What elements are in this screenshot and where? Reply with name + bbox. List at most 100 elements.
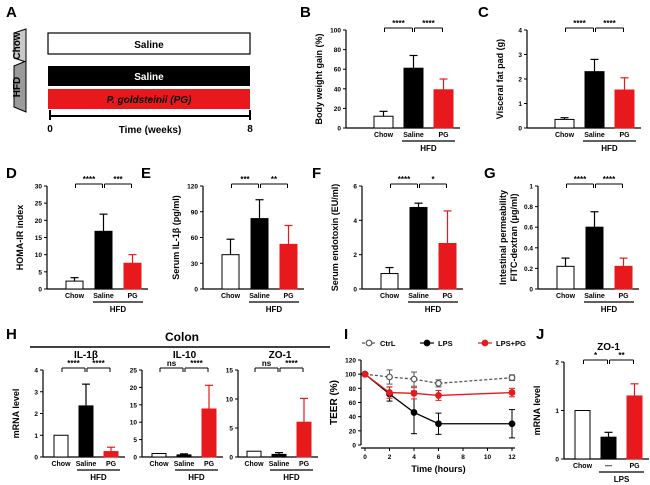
bar-chow (246, 450, 262, 458)
category-label: Chow (374, 132, 394, 139)
y-tick-label: 3 (34, 389, 38, 396)
category-label: Chow (221, 293, 241, 300)
bar-chow (554, 118, 575, 129)
x-tick-label: 2 (388, 454, 392, 461)
significance-label: **** (392, 19, 405, 28)
y-tick-label: 15 (226, 368, 234, 375)
bar-pg (103, 451, 119, 458)
group-label: HFD (425, 305, 442, 314)
chow-saline-label: Saline (134, 40, 164, 51)
y-tick-label: 0 (353, 287, 357, 294)
category-label: Chow (573, 463, 593, 470)
y-tick-label: 0 (34, 455, 38, 462)
y-tick-label: 1 (555, 408, 559, 415)
bar-chow (221, 254, 240, 290)
bar-chow (65, 280, 84, 290)
y-tick-label: 2 (353, 252, 357, 259)
panel-i: 0 20 40 60 80 100 120 0 2 4 6 8 10 12 Time (hours) TEER… (329, 339, 526, 474)
group-label: HFD (266, 305, 283, 314)
y-tick-label: 5 (229, 426, 233, 433)
y-tick-label: 60 (349, 400, 357, 407)
y-tick-label: 10 (130, 420, 138, 427)
y-tick-label: 4 (34, 368, 38, 375)
y-tick-label: 0.4 (524, 245, 533, 252)
chart-title: ZO-1 (269, 350, 292, 361)
significance-label: **** (574, 175, 587, 184)
legend-marker (365, 339, 373, 347)
panel-a: A Chow Saline HFD Saline P. goldsteinii … (6, 4, 253, 136)
category-label: Saline (76, 461, 97, 468)
bar-pg (296, 421, 312, 458)
category-label: Chow (244, 461, 264, 468)
hfd-saline-label: Saline (134, 72, 164, 83)
y-tick-label: 100 (330, 28, 341, 35)
significance-label: **** (83, 175, 96, 184)
y-tick-label: 0 (337, 126, 341, 133)
hfd-saline-bar (48, 66, 250, 86)
y-tick-label: 10 (226, 397, 234, 404)
panel-letter-e: E (141, 165, 151, 182)
bar-pg (614, 265, 633, 290)
category-label: PG (618, 293, 629, 300)
significance-label: **** (422, 19, 435, 28)
category-label: Saline (584, 132, 605, 139)
y-tick-label: 15 (35, 235, 43, 242)
hfd-pg-label: P. goldsteinii (PG) (107, 95, 192, 106)
legend-label: CtrL (380, 339, 396, 348)
group-label: HFD (283, 473, 300, 482)
bar-saline (94, 230, 113, 290)
bar-pg (438, 243, 457, 290)
hfd-pg-bar (48, 89, 250, 109)
category-label: Saline (408, 293, 429, 300)
y-tick-label: 1 (518, 101, 522, 108)
y-tick-label: 0 (529, 287, 533, 294)
significance-label: **** (92, 359, 105, 368)
significance-label: **** (67, 359, 80, 368)
y-tick-label: 4 (353, 218, 357, 225)
y-axis-label: mRNA level (532, 386, 542, 436)
category-label: Saline (403, 132, 424, 139)
legend-label: LPS+PG (496, 339, 526, 348)
data-point (386, 373, 393, 381)
y-tick-label: 40 (349, 414, 357, 421)
panel-letter-d: D (6, 165, 17, 182)
category-label: Saline (249, 293, 270, 300)
y-axis-label: TEER (%) (329, 380, 340, 425)
panel-h1: 0 1 2 3 4 mRNA level IL-1β Chow Saline PG HFD **** *… (11, 350, 125, 482)
significance-label: **** (285, 359, 298, 368)
x-tick-label: 4 (412, 454, 416, 461)
y-axis-label: Serum IL-1β (pg/ml) (171, 195, 181, 280)
bar-saline (176, 454, 192, 458)
data-point (435, 420, 442, 428)
y-axis-label: Intestinal permeability (498, 190, 508, 285)
bar-chow (574, 410, 591, 460)
category-label: Chow (51, 461, 71, 468)
hfd-tag-label: HFD (12, 77, 23, 98)
y-tick-label: 0 (555, 457, 559, 464)
hfd-tag (13, 60, 27, 113)
y-tick-label: 100 (345, 372, 356, 379)
bar-saline (78, 405, 94, 458)
data-point (386, 389, 393, 396)
category-label: Saline (174, 461, 195, 468)
y-tick-label: 0 (518, 126, 522, 133)
timeline-start-label: 0 (47, 124, 53, 135)
category-label: Chow (149, 461, 169, 468)
bar- (600, 436, 617, 460)
significance-label: *** (240, 175, 250, 184)
panel-h3: 0 5 10 15 ZO-1 Chow Saline PG HFD ns **** (226, 350, 318, 482)
y-tick-label: 5 (38, 269, 42, 276)
bar-chow (380, 273, 399, 290)
x-tick-label: 6 (437, 454, 441, 461)
panel-letter-i: I (344, 326, 348, 343)
group-label: HFD (420, 144, 437, 153)
category-label: Chow (380, 293, 400, 300)
group-label: HFD (601, 144, 618, 153)
category-label: PG (299, 461, 310, 468)
category-label: PG (438, 132, 449, 139)
bar-saline (250, 218, 269, 290)
y-tick-label: 60 (334, 67, 342, 74)
y-axis-label: mRNA level (11, 389, 21, 439)
